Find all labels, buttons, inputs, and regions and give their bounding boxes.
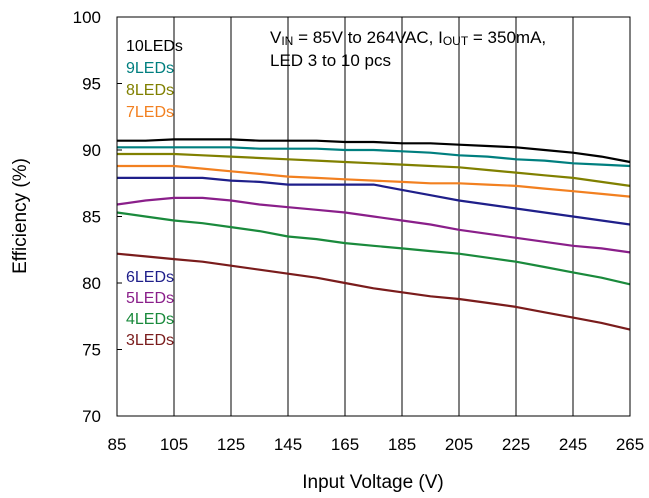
y-axis-label: Efficiency (%) <box>10 158 31 274</box>
series-line-9leds <box>117 146 631 168</box>
annotation-i-sub: OUT <box>443 34 469 48</box>
y-tick-label: 75 <box>82 341 101 360</box>
legend-entry-4leds: 4LEDs <box>126 311 174 328</box>
x-tick-label: 205 <box>445 435 473 454</box>
legend-entry-10leds: 10LEDs <box>126 38 183 55</box>
x-tick-label: 145 <box>274 435 302 454</box>
conditions-annotation-line2: LED 3 to 10 pcs <box>270 51 391 70</box>
x-tick-label: 225 <box>502 435 530 454</box>
annotation-end: = 350mA, <box>468 28 546 47</box>
conditions-annotation-line1: VIN = 85V to 264VAC, IOUT = 350mA, <box>270 28 546 48</box>
x-axis-label: Input Voltage (V) <box>302 472 444 493</box>
y-tick-label: 80 <box>82 274 101 293</box>
legend-entry-8leds: 8LEDs <box>126 82 174 99</box>
series-line-3leds <box>116 252 631 331</box>
legend-entry-7leds: 7LEDs <box>126 104 174 121</box>
legend-entry-5leds: 5LEDs <box>126 290 174 307</box>
x-tick-label: 105 <box>160 435 188 454</box>
x-tick-label: 265 <box>616 435 644 454</box>
y-tick-label: 100 <box>73 8 101 27</box>
legend-entry-6leds: 6LEDs <box>126 269 174 286</box>
annotation-v-sub: IN <box>281 34 293 48</box>
series-line-8leds <box>117 152 631 187</box>
y-tick-label: 85 <box>82 208 101 227</box>
legend-bottom-group: 6LEDs 5LEDs 4LEDs 3LEDs <box>126 269 174 349</box>
series-line-10leds <box>117 138 631 164</box>
series-line-4leds <box>116 211 631 286</box>
y-tick-label: 70 <box>82 407 101 426</box>
x-tick-labels: 85 105 125 145 165 185 205 225 245 265 <box>108 435 645 454</box>
x-tick-label: 245 <box>559 435 587 454</box>
series-line-7leds <box>117 164 631 198</box>
annotation-mid: = 85V to 264VAC, I <box>293 28 442 47</box>
series-line-6leds <box>117 176 631 226</box>
y-tick-label: 90 <box>82 141 101 160</box>
legend-top-group: 10LEDs 9LEDs 8LEDs 7LEDs <box>126 38 183 121</box>
x-tick-label: 185 <box>388 435 416 454</box>
x-tick-label: 165 <box>331 435 359 454</box>
annotation-v: V <box>270 28 282 47</box>
grid-lines <box>173 17 574 416</box>
legend-entry-9leds: 9LEDs <box>126 60 174 77</box>
y-tick-labels: 70 75 80 85 90 95 100 <box>73 8 122 426</box>
legend-entry-3leds: 3LEDs <box>126 332 174 349</box>
y-tick-label: 95 <box>82 75 101 94</box>
x-tick-label: 85 <box>108 435 127 454</box>
series-lines <box>116 138 631 331</box>
x-tick-label: 125 <box>217 435 245 454</box>
series-line-5leds <box>116 196 631 254</box>
